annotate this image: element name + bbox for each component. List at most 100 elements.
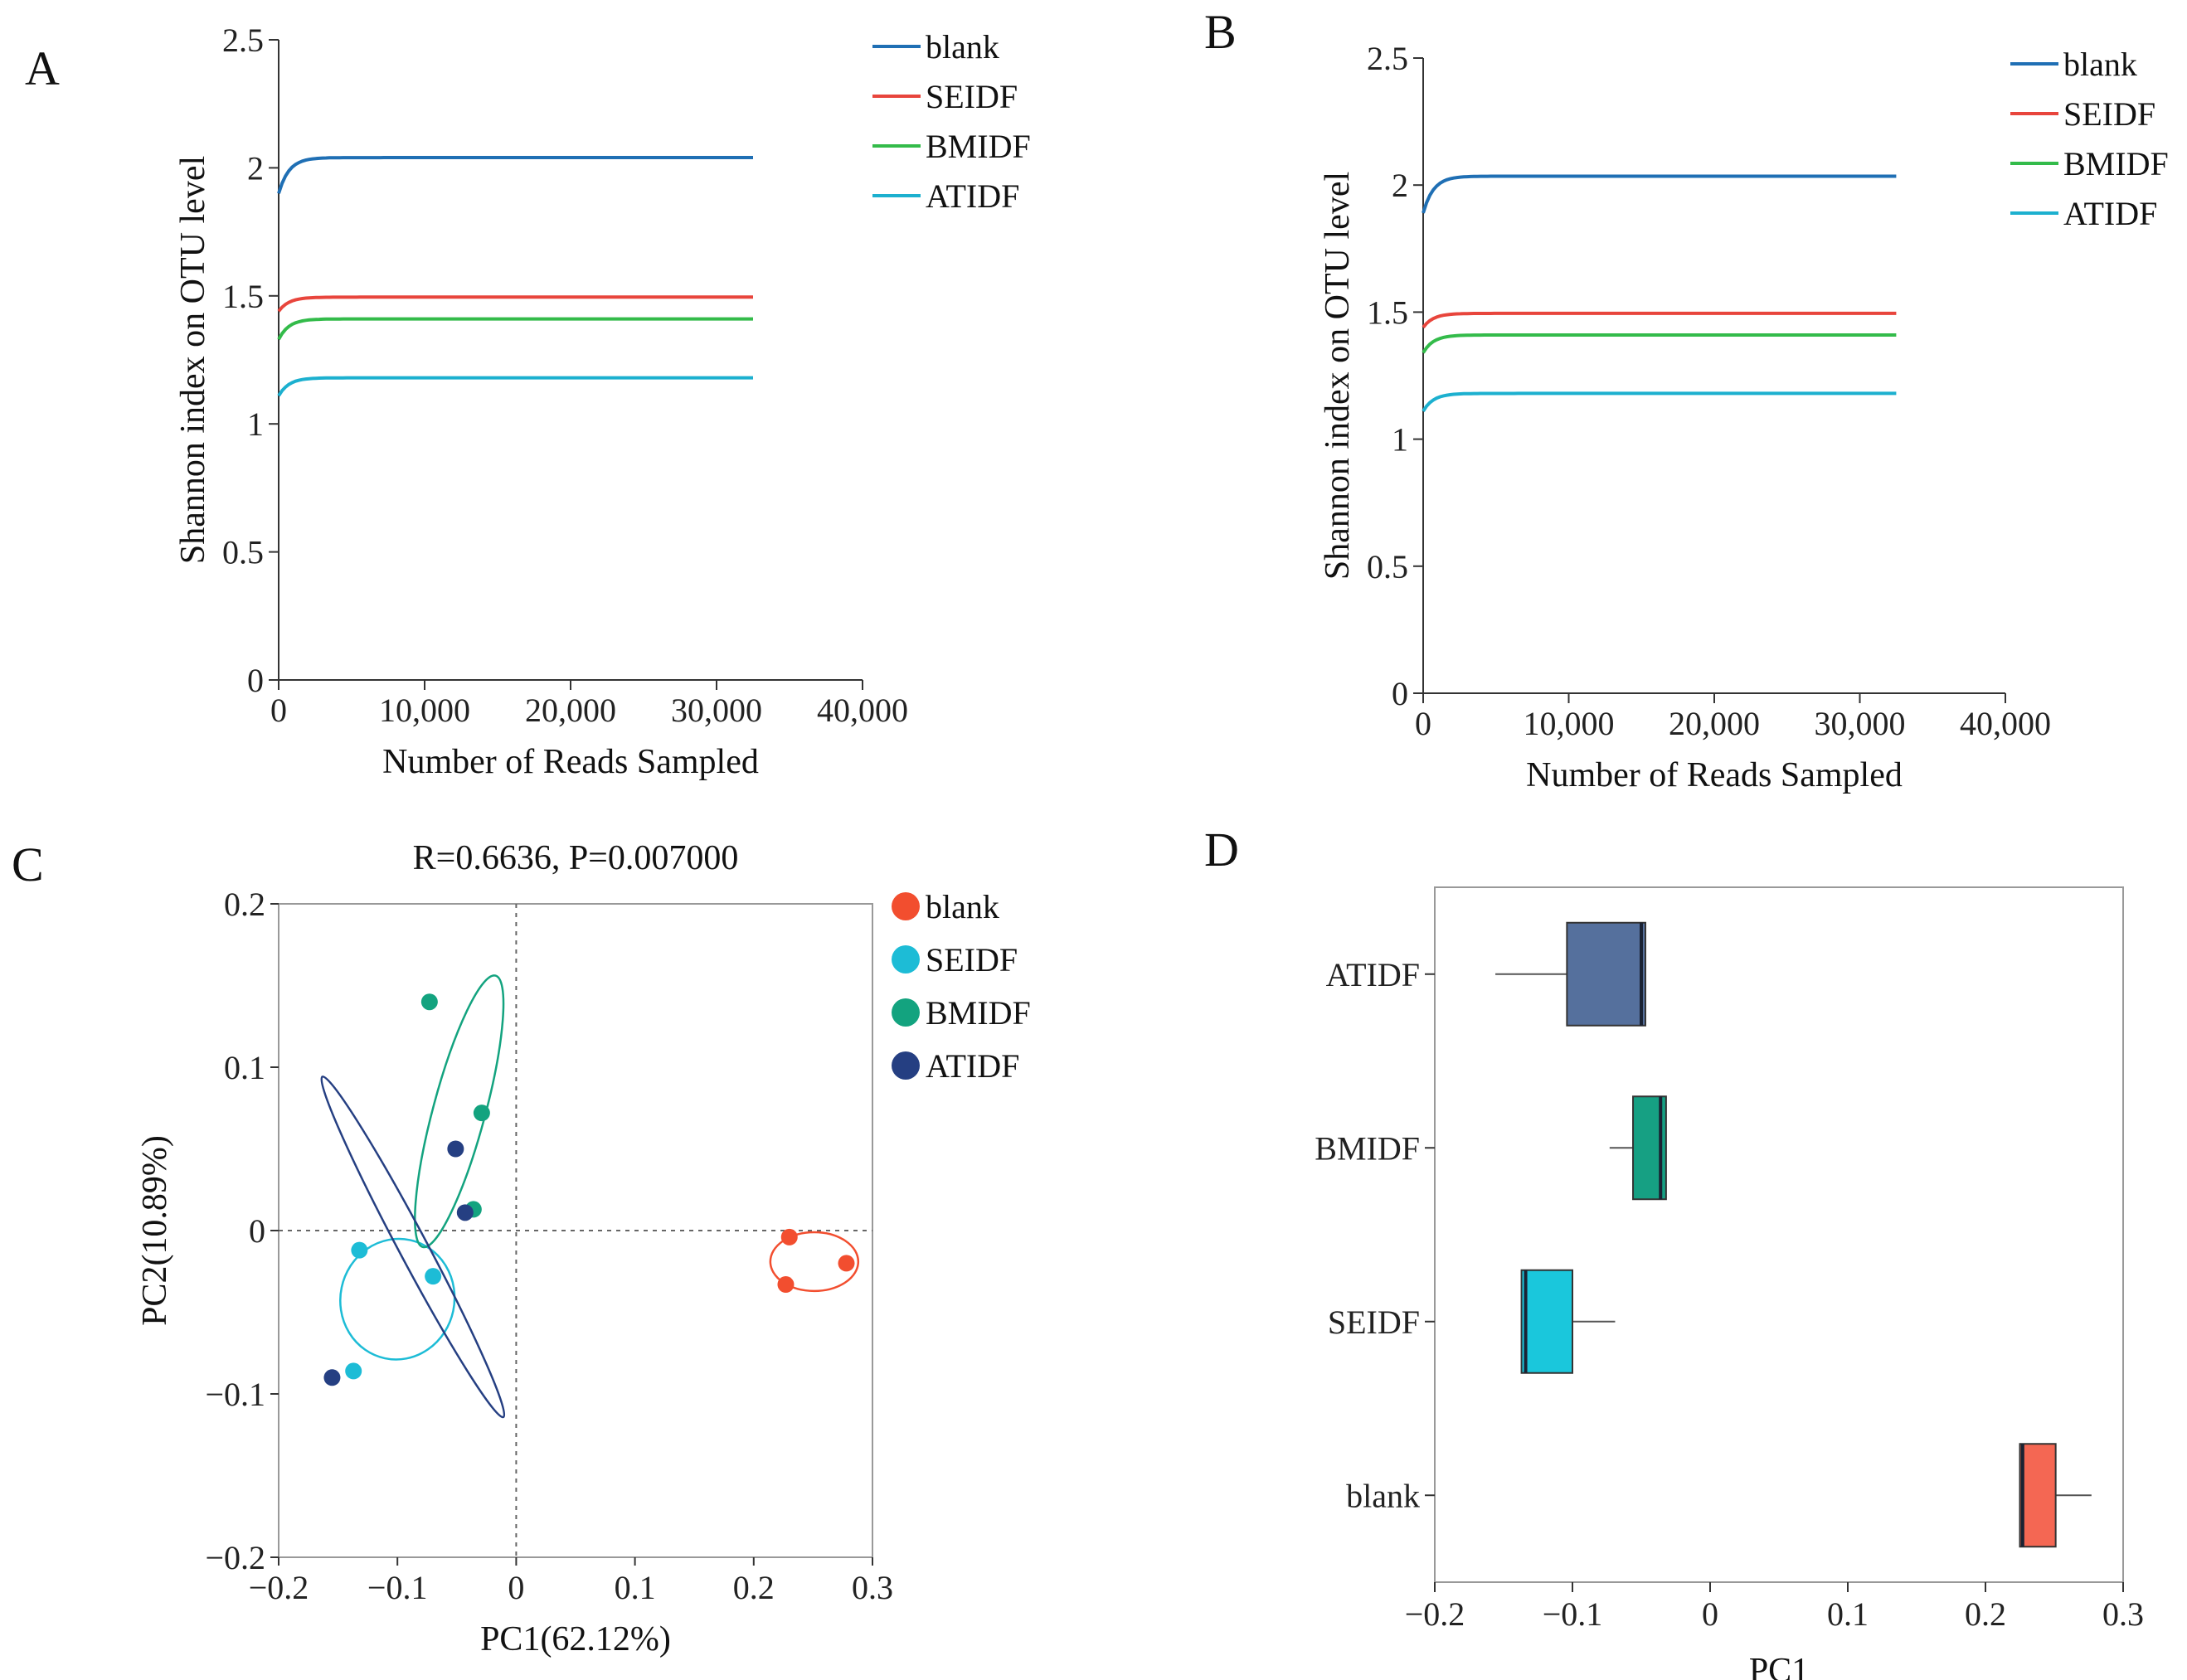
y-tick-label: 1 (247, 405, 264, 443)
confidence-ellipse-atidf (320, 1075, 506, 1419)
data-point-seidf (351, 1241, 368, 1259)
chart-title: R=0.6636, P=0.007000 (413, 839, 739, 877)
series-line-seidf (277, 295, 753, 313)
data-point-atidf (456, 1204, 474, 1221)
legend-label: blank (926, 888, 999, 925)
legend-label: SEIDF (926, 78, 1018, 115)
x-axis-title: Number of Reads Sampled (1526, 756, 1903, 794)
x-tick-label: −0.1 (1543, 1595, 1603, 1633)
x-tick-label: 0 (1415, 705, 1431, 742)
box-seidf (1520, 1269, 1573, 1374)
x-tick-label: 0.1 (615, 1569, 656, 1606)
panel-label: B (1204, 5, 1237, 59)
x-tick-label: 30,000 (1815, 705, 1906, 742)
data-point-blank (838, 1255, 855, 1272)
plot-frame (1434, 886, 2124, 1583)
y-tick-label: 2 (247, 149, 264, 187)
y-tick-label: blank (1346, 1477, 1420, 1514)
y-tick-label: 0 (1392, 675, 1408, 712)
y-tick-label: −0.1 (205, 1376, 265, 1413)
x-tick-label: 0.1 (1827, 1595, 1869, 1633)
data-point-atidf (447, 1140, 464, 1158)
y-axis-title: Shannon index on OTU level (1319, 172, 1357, 580)
x-tick-label: 0.2 (733, 1569, 775, 1606)
data-point-bmidf (473, 1105, 490, 1122)
y-tick-label: 2.5 (222, 22, 264, 59)
panel-c-pca-scatter: C R=0.6636, P=0.007000 −0.2 −0.1 0 0.1 0.2 0.3 −… (12, 838, 1031, 1658)
x-tick-label: 20,000 (525, 692, 616, 729)
y-tick-label: 0 (249, 1212, 265, 1250)
x-tick-label: 30,000 (671, 692, 762, 729)
y-tick-label: 1 (1392, 421, 1408, 459)
series-line-bmidf (1422, 333, 1897, 354)
x-tick-label: 40,000 (1960, 705, 2051, 742)
x-tick-label: 0.3 (852, 1569, 893, 1606)
legend-label: BMIDF (926, 128, 1031, 165)
legend-label: blank (2063, 46, 2137, 83)
x-tick-label: −0.1 (367, 1569, 428, 1606)
data-point-blank (780, 1228, 798, 1245)
x-axis-title: PC1(62.12%) (480, 1620, 671, 1658)
series-line-seidf (1422, 311, 1897, 329)
y-tick-label: 1.5 (222, 278, 264, 315)
y-tick-label: −0.2 (205, 1539, 265, 1576)
legend-marker-blank (892, 892, 920, 920)
data-point-blank (777, 1276, 795, 1294)
x-tick-label: 0 (1702, 1595, 1718, 1633)
legend-label: ATIDF (926, 1047, 1019, 1085)
panel-label: C (12, 838, 44, 891)
x-axis-title: PC1 (1749, 1652, 1809, 1680)
legend-marker-bmidf (892, 998, 920, 1027)
y-tick-label: SEIDF (1328, 1304, 1420, 1341)
y-tick-label: 2.5 (1367, 40, 1408, 77)
data-point-bmidf (420, 993, 438, 1011)
legend-label: BMIDF (926, 994, 1031, 1032)
box-atidf (1566, 921, 1646, 1027)
y-axis-title: PC2(10.89%) (136, 1135, 174, 1326)
legend-label: ATIDF (2063, 195, 2157, 232)
y-tick-label: BMIDF (1315, 1129, 1420, 1167)
x-tick-label: −0.2 (249, 1569, 309, 1606)
y-tick-label: 0.2 (224, 886, 265, 923)
panel-label: D (1204, 823, 1239, 876)
x-tick-label: 10,000 (379, 692, 470, 729)
y-tick-label: 0 (247, 662, 264, 699)
data-point-atidf (323, 1369, 341, 1386)
legend-label: SEIDF (2063, 95, 2155, 133)
y-tick-label: 1.5 (1367, 294, 1408, 331)
legend-marker-atidf (892, 1051, 920, 1080)
series-line-bmidf (277, 317, 753, 341)
panel-a-line-chart: A 0 0.5 1 1.5 2 2.5 0 10,000 20,000 30,000 40,000 Nu… (25, 22, 1031, 781)
data-point-seidf (345, 1362, 362, 1380)
confidence-ellipse-blank (769, 1231, 860, 1293)
series-line-blank (1422, 174, 1897, 214)
x-tick-label: −0.2 (1405, 1595, 1465, 1633)
data-point-seidf (425, 1268, 442, 1285)
series-line-atidf (277, 376, 753, 397)
legend-label: BMIDF (2063, 145, 2169, 182)
x-tick-label: 0.2 (1965, 1595, 2006, 1633)
y-tick-label: 0.5 (1367, 548, 1408, 585)
box-blank (2019, 1443, 2057, 1548)
y-axis-title: Shannon index on OTU level (174, 156, 212, 564)
legend-label: blank (926, 28, 999, 66)
series-line-blank (277, 156, 753, 194)
panel-label: A (25, 41, 60, 95)
x-tick-label: 20,000 (1669, 705, 1760, 742)
legend-label: ATIDF (926, 177, 1019, 215)
x-tick-label: 0 (270, 692, 287, 729)
panel-d-box-plot: D −0.2 −0.1 0 0.1 0.2 0.3 PC1 ATIDF BMIDF SEIDF bla… (1204, 823, 2144, 1680)
x-axis-title: Number of Reads Sampled (382, 743, 759, 781)
y-tick-label: 0.1 (224, 1049, 265, 1086)
x-tick-label: 0.3 (2102, 1595, 2144, 1633)
y-tick-label: 0.5 (222, 534, 264, 571)
y-tick-label: ATIDF (1326, 956, 1420, 993)
x-tick-label: 40,000 (817, 692, 908, 729)
y-tick-label: 2 (1392, 167, 1408, 204)
legend-label: SEIDF (926, 941, 1018, 978)
confidence-ellipse-seidf (339, 1237, 456, 1361)
x-tick-label: 0 (508, 1569, 524, 1606)
legend-marker-seidf (892, 945, 920, 974)
x-tick-label: 10,000 (1524, 705, 1615, 742)
